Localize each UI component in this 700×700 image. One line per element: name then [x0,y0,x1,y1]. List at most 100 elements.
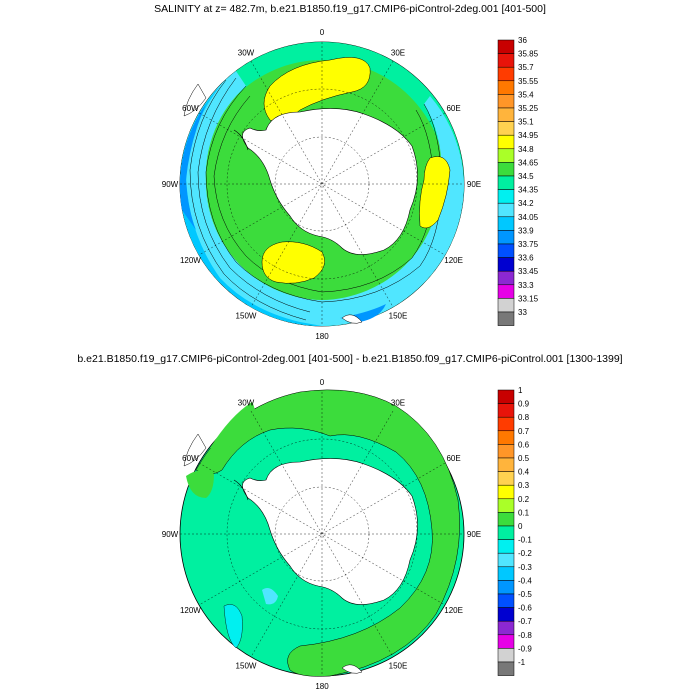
colorbar-label: 35.55 [518,77,539,86]
colorbar-label: 35.85 [518,50,539,59]
longitude-label: 120W [180,606,201,615]
colorbar-label: 33 [518,308,527,317]
colorbar-swatch [497,634,515,649]
colorbar-label: 0.1 [518,508,530,517]
map-2-negative-patch-b [262,588,278,605]
colorbar-swatch [497,471,515,486]
colorbar-swatch [497,175,515,190]
map-2-negative-patch [223,604,243,649]
colorbar-label: -0.6 [518,604,532,613]
longitude-label: 0 [320,28,325,37]
colorbar-label: 34.8 [518,145,534,154]
colorbar-swatch [497,162,515,177]
colorbar-label: 35.7 [518,63,534,72]
colorbar-swatch [497,593,515,608]
colorbar-label: 34.95 [518,131,539,140]
colorbar-label: -0.4 [518,576,532,585]
panel-2-longitude-labels: 0 30E 60E 90E 120E 150E 180 150W 120W 90W 60W 30W [162,378,481,691]
colorbar-label: 33.3 [518,281,534,290]
colorbar-swatch [497,94,515,109]
longitude-label: 90W [162,530,179,539]
panel-1-map [179,41,465,327]
colorbar-swatch [497,539,515,554]
colorbar-label: -0.3 [518,563,532,572]
colorbar-swatch [497,80,515,95]
longitude-label: 120E [444,606,463,615]
colorbar-label: -0.8 [518,631,532,640]
colorbar-label: 33.6 [518,254,534,263]
colorbar-label: -0.1 [518,536,532,545]
colorbar-label: 0.5 [518,454,530,463]
map-2-positive-patch-b [186,470,214,498]
colorbar-label: 35.25 [518,104,539,113]
colorbar-swatch [497,270,515,286]
colorbar-label: 34.35 [518,186,539,195]
longitude-label: 90W [162,180,179,189]
colorbar-swatch [497,403,515,418]
colorbar-swatch [497,389,515,404]
colorbar-label: 0 [518,522,523,531]
map-1-band-33.9 [179,104,206,230]
colorbar-label: 33.9 [518,226,534,235]
colorbar-label: 0.3 [518,481,530,490]
panel-1-title: SALINITY at z= 482.7m, b.e21.B1850.f19_g… [154,3,546,15]
longitude-label: 90E [467,180,481,189]
colorbar-label: 33.75 [518,240,539,249]
colorbar-swatch [497,552,515,568]
colorbar-swatch [497,566,515,581]
colorbar-swatch [497,202,515,218]
colorbar-swatch [497,620,515,636]
colorbar-label: 0.2 [518,495,530,504]
colorbar-label: -0.2 [518,549,532,558]
map-2-south-america [183,433,207,467]
colorbar-label: 34.05 [518,213,539,222]
panel-2-map [179,389,465,677]
longitude-label: 30W [238,398,255,407]
map-1-antarctica [242,108,418,255]
colorbar-swatch [497,284,515,299]
map-1-graticule [180,42,464,326]
map-2-graticule [180,392,464,676]
colorbar-label: 35.1 [518,118,534,127]
colorbar-label: 1 [518,386,523,395]
panel-2-colorbar: 1 0.9 0.8 0.7 0.6 0.5 0.4 0.3 0.2 0.1 0 -0.1 -0.2 -0.… [497,386,532,676]
map-1-max-indian [419,156,451,229]
map-2-positive-ring [195,389,460,677]
colorbar-label: -0.9 [518,644,532,653]
colorbar-swatch [497,148,515,163]
map-2-peninsula [233,479,249,501]
map-2-positive-patch [210,402,256,449]
colorbar-swatch [497,498,515,513]
longitude-label: 150W [236,662,257,671]
map-1-south-america [183,83,207,117]
colorbar-label: 33.15 [518,294,539,303]
longitude-label: 60E [446,454,460,463]
colorbar-swatch [497,121,515,136]
longitude-label: 120W [180,256,201,265]
colorbar-label: 0.6 [518,440,530,449]
colorbar-swatch [497,648,515,663]
panel-2-title: b.e21.B1850.f19_g17.CMIP6-piControl-2deg… [77,353,622,365]
longitude-label: 120E [444,256,463,265]
colorbar-swatch [497,525,515,540]
colorbar-swatch [497,661,515,676]
colorbar-swatch [497,457,515,472]
panel-1-longitude-labels: 0 30E 60E 90E 120E 150E 180 150W 120W 90W 60W 30W [162,28,481,341]
colorbar-swatch [497,53,515,68]
colorbar-swatch [497,243,515,258]
map-1-max-pacific [261,241,325,284]
colorbar-label: 36 [518,36,527,45]
colorbar-swatch [497,512,515,527]
colorbar-swatch [497,107,515,122]
map-2-antarctica [242,458,418,605]
longitude-label: 60W [182,454,199,463]
map-1-peninsula [233,129,249,151]
colorbar-label: 0.8 [518,413,530,422]
colorbar-swatch [497,444,515,459]
longitude-label: 150E [389,662,408,671]
colorbar-swatch [497,189,515,204]
colorbar-swatch [497,66,515,82]
longitude-label: 30E [391,398,405,407]
colorbar-swatch [497,416,515,432]
colorbar-label: 34.5 [518,172,534,181]
